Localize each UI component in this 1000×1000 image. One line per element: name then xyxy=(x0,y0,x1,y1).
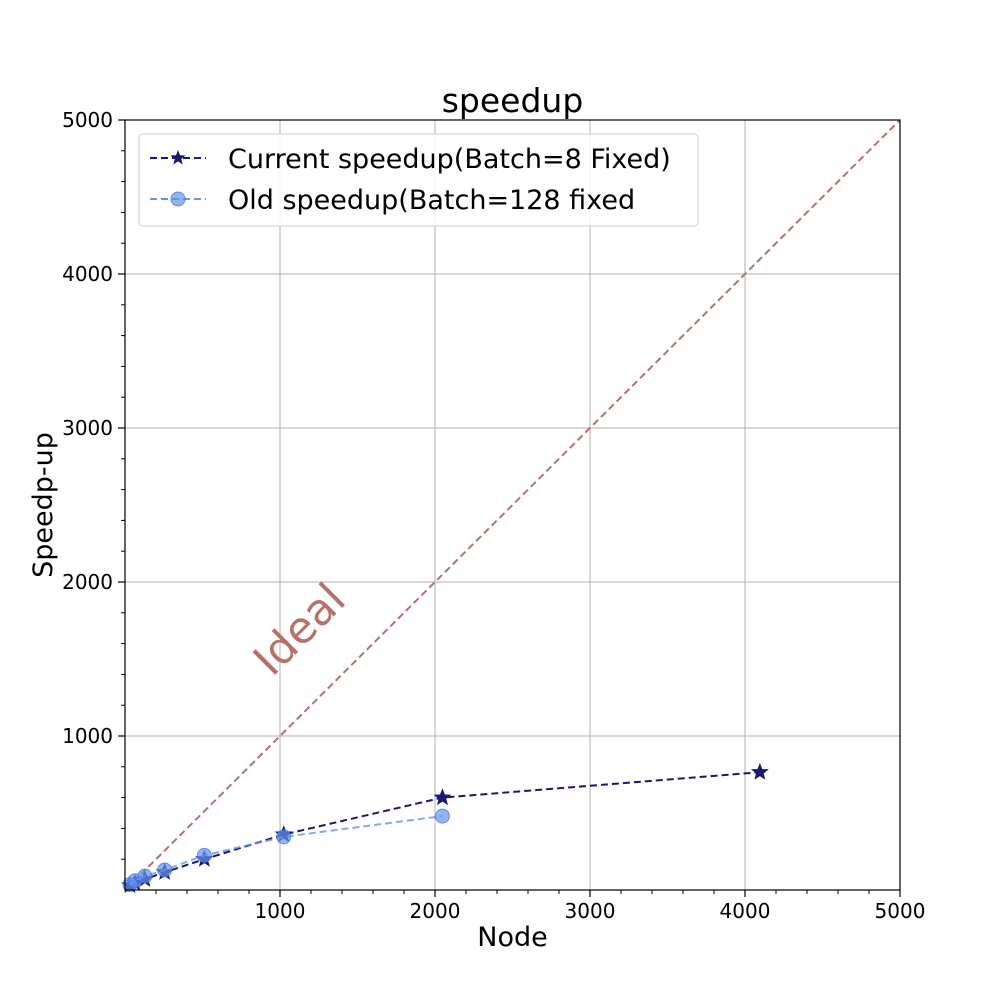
legend-marker xyxy=(170,150,186,165)
series-1 xyxy=(121,762,769,893)
ideal-label: Ideal xyxy=(244,574,356,686)
data-point xyxy=(196,847,212,863)
y-tick-label: 1000 xyxy=(62,724,113,748)
y-tick-label: 4000 xyxy=(62,262,113,286)
ideal-line xyxy=(124,119,901,891)
data-point xyxy=(434,808,450,824)
series-2 xyxy=(122,808,450,893)
plot-frame xyxy=(124,119,901,891)
x-tick-label: 2000 xyxy=(410,899,461,923)
series-line xyxy=(129,771,760,887)
y-tick-label: 5000 xyxy=(62,108,113,132)
y-tick-label: 2000 xyxy=(62,570,113,594)
data-point xyxy=(137,868,153,884)
data-point xyxy=(157,862,173,878)
data-point xyxy=(276,829,292,845)
x-tick-label: 5000 xyxy=(875,899,926,923)
x-axis-label: Node xyxy=(477,922,547,953)
legend-entry-2: Old speedup(Batch=128 fixed xyxy=(150,185,635,216)
legend: Current speedup(Batch=8 Fixed) Old speedu… xyxy=(138,133,699,227)
legend-entry-1: Current speedup(Batch=8 Fixed) xyxy=(150,144,671,175)
data-point xyxy=(750,762,769,780)
legend-entries: Current speedup(Batch=8 Fixed) Old speedu… xyxy=(150,144,671,216)
legend-label: Old speedup(Batch=128 fixed xyxy=(228,185,635,216)
x-tick-label: 3000 xyxy=(565,899,616,923)
axis-ticks: 1000 2000 3000 4000 5000 1000 2000 3000 4000 5000 xyxy=(62,108,925,923)
x-tick-label: 1000 xyxy=(255,899,306,923)
ideal-line-group xyxy=(124,119,901,891)
chart-title: speedup xyxy=(442,81,584,120)
x-tick-label: 4000 xyxy=(720,899,771,923)
series-line xyxy=(129,815,443,886)
legend-box xyxy=(138,133,699,227)
legend-marker xyxy=(170,191,186,207)
series-group xyxy=(121,762,769,893)
data-point xyxy=(433,788,452,806)
y-axis-label: Speedp-up xyxy=(28,432,59,578)
legend-label: Current speedup(Batch=8 Fixed) xyxy=(228,144,671,175)
y-tick-label: 3000 xyxy=(62,416,113,440)
